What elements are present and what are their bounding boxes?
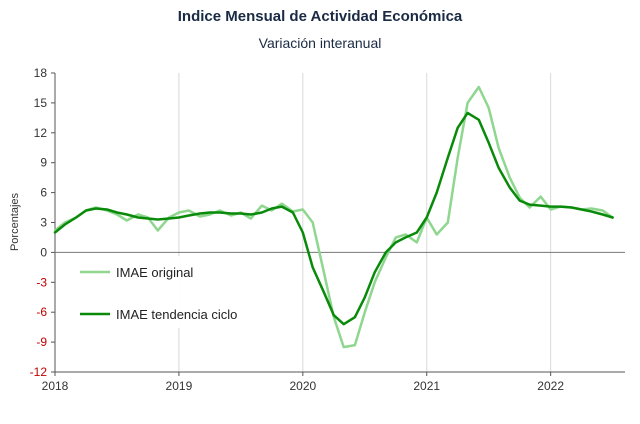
x-tick-label: 2020 [289, 379, 316, 393]
y-tick-label: 18 [34, 66, 48, 80]
series-lines [53, 85, 614, 349]
y-axis-label: Porcentajes [9, 192, 21, 251]
y-tick-label: 6 [40, 186, 47, 200]
y-tick-label: 3 [40, 216, 47, 230]
x-tick-label: 2019 [166, 379, 193, 393]
legend-label: IMAE tendencia ciclo [116, 307, 237, 322]
y-tick-label: 0 [40, 245, 47, 259]
chart-subtitle: Variación interanual [258, 35, 382, 51]
y-tick-label: -12 [30, 365, 48, 379]
y-tick-label: -3 [36, 275, 47, 289]
x-tick-label: 2018 [42, 379, 69, 393]
y-tick-label: 12 [34, 126, 48, 140]
series-line-imae-tendencia-ciclo [53, 111, 614, 326]
legend-label: IMAE original [116, 265, 193, 280]
x-tick-label: 2022 [537, 379, 564, 393]
chart-title: Indice Mensual de Actividad Económica [177, 8, 463, 25]
x-tick-label: 2021 [413, 379, 440, 393]
y-tick-label: -6 [36, 305, 47, 319]
legend-box [75, 256, 270, 328]
y-tick-label: 9 [40, 156, 47, 170]
y-tick-label: -9 [36, 335, 47, 349]
y-tick-label: 15 [34, 96, 48, 110]
legend: IMAE original IMAE tendencia ciclo [75, 256, 270, 328]
